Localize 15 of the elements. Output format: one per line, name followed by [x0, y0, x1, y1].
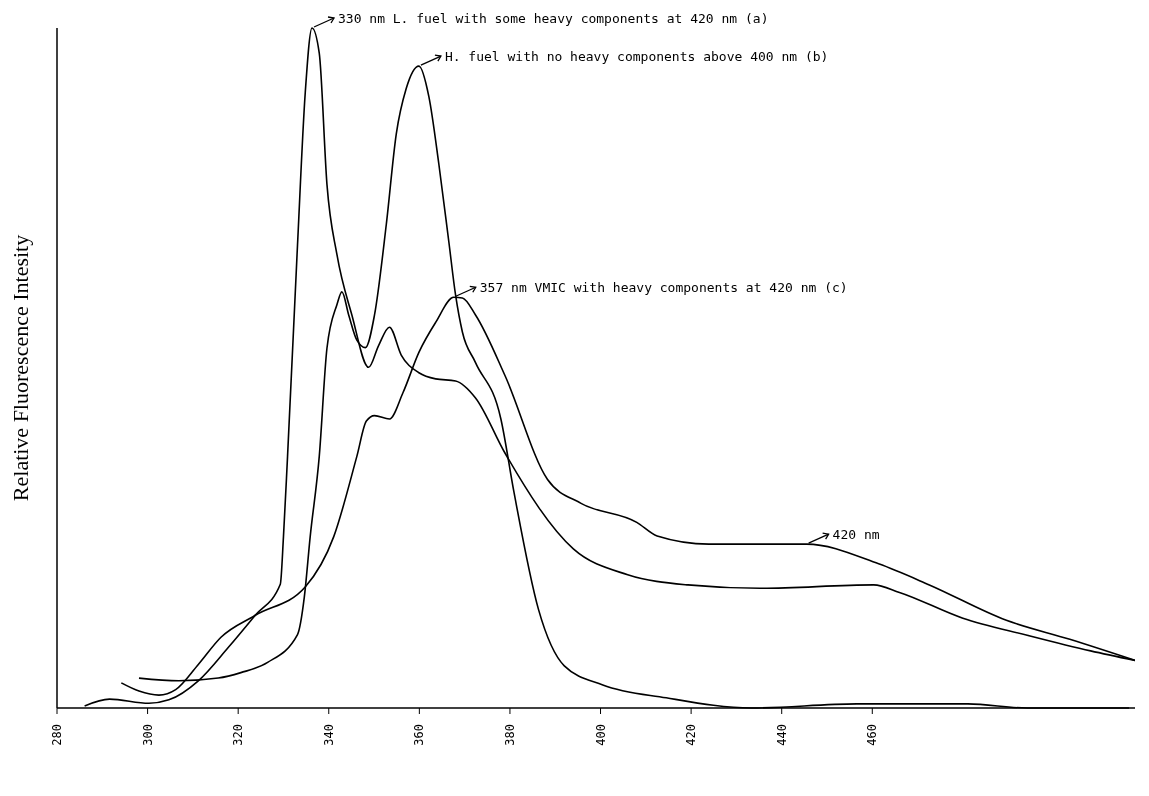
x-tick-label: 440 — [774, 724, 789, 746]
x-tick-label: 340 — [321, 724, 336, 746]
y-axis-title: Relative Fluorescence Intesity — [7, 234, 33, 502]
x-tick-label: 380 — [502, 724, 517, 746]
annotation: 330 nm L. fuel with some heavy components at 420 nm (a) — [338, 10, 769, 26]
x-tick-label: 360 — [412, 724, 427, 746]
annotation: 357 nm VMIC with heavy components at 420 nm (c) — [479, 279, 848, 295]
annotation: 420 nm — [832, 526, 880, 542]
x-tick-label: 280 — [50, 724, 64, 746]
x-tick-label: 300 — [140, 724, 155, 746]
x-tick-label: 320 — [231, 724, 246, 746]
x-tick-label: 400 — [593, 724, 608, 746]
annotation: H. fuel with no heavy components above 400 nm (b) — [444, 48, 829, 64]
x-tick-label: 460 — [865, 724, 880, 746]
x-tick-label: 420 — [684, 724, 699, 746]
